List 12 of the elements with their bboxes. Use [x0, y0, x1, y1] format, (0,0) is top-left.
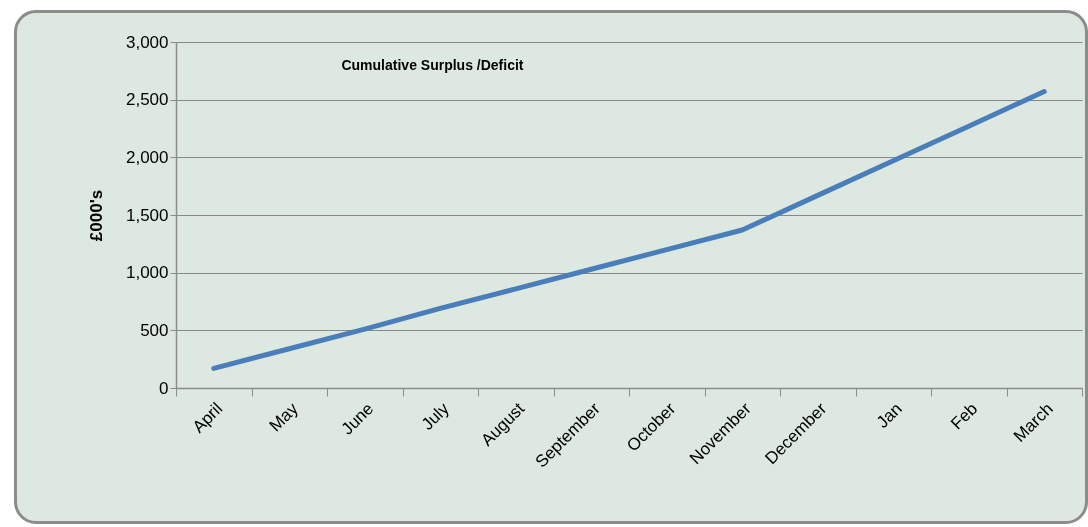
x-tick-label: Feb [947, 399, 982, 434]
x-tick-label: July [417, 398, 454, 434]
y-tick-label: 2,500 [125, 90, 169, 110]
y-tick-label: 2,000 [125, 147, 169, 167]
y-tick-label: 500 [140, 320, 169, 340]
x-tick-label: Jan [872, 399, 906, 432]
y-axis-title: £000's [86, 189, 106, 242]
y-tick-label: 1,500 [125, 205, 169, 225]
y-tick-label: 3,000 [125, 32, 169, 52]
text: Cumulative Surplus /Deficit [341, 57, 524, 73]
y-tick-label: 1,000 [125, 263, 169, 283]
y-tick-label: 0 [159, 378, 169, 398]
